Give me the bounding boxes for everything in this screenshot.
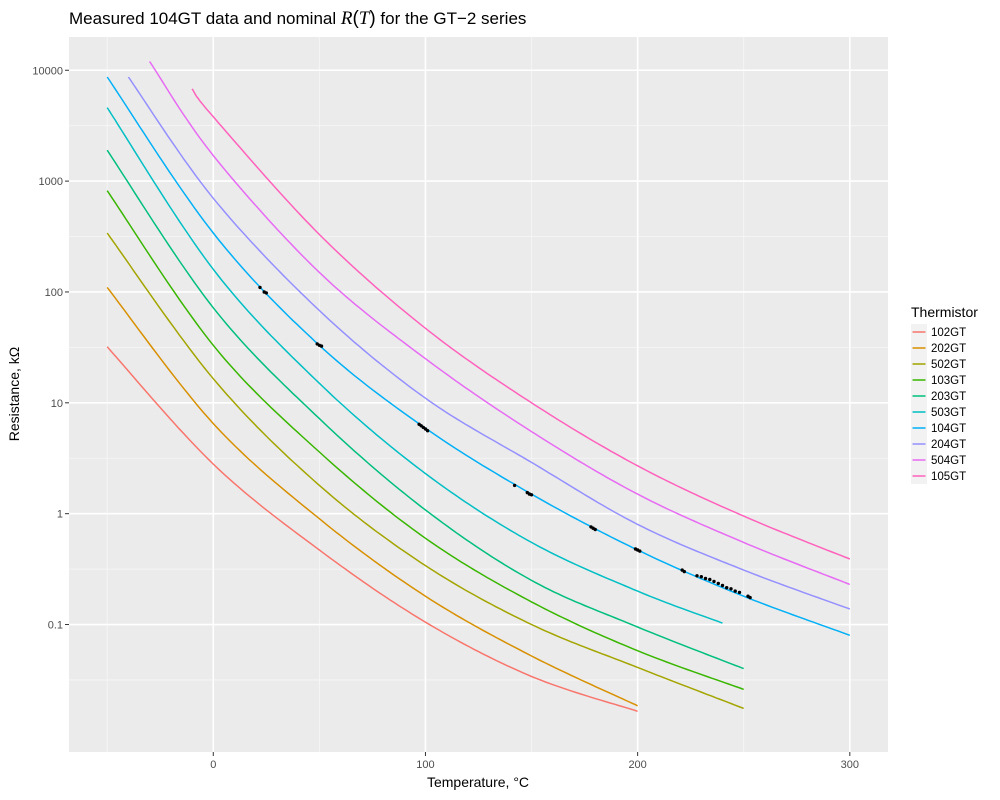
- measured-point: [703, 576, 708, 581]
- measured-point: [529, 493, 534, 497]
- title-close-paren: ): [369, 8, 375, 29]
- title-symbol-r: R: [340, 8, 353, 29]
- measured-point: [682, 569, 686, 574]
- legend-label-203GT: 203GT: [931, 391, 966, 403]
- measured-point: [264, 291, 268, 295]
- y-tick-label: 0.1: [48, 620, 63, 632]
- y-tick-label: 10: [51, 398, 63, 410]
- curves: [106, 61, 851, 713]
- legend-label-503GT: 503GT: [931, 407, 966, 419]
- measured-point: [725, 586, 729, 590]
- series-line-502GT: [106, 232, 744, 710]
- measured-point: [729, 587, 733, 591]
- x-axis: 0 100 200 300: [210, 752, 859, 771]
- y-tick-label: 1000: [39, 176, 63, 188]
- chart-title: Measured 104GT data and nominal R(T) for…: [69, 8, 526, 29]
- measured-point: [258, 285, 262, 290]
- title-open-paren: (: [352, 8, 359, 29]
- series-line-203GT: [106, 149, 744, 670]
- series-line-504GT: [148, 61, 851, 586]
- y-axis: 0.1 1 10 100 1000 10000: [32, 65, 69, 632]
- legend-label-504GT: 504GT: [931, 455, 966, 467]
- measured-point: [319, 344, 324, 348]
- legend-label-105GT: 105GT: [931, 471, 966, 483]
- y-tick-label: 1: [57, 509, 63, 521]
- series-line-103GT: [106, 190, 744, 691]
- measured-point: [512, 483, 517, 488]
- series-line-102GT: [106, 346, 638, 713]
- plot-panel: [69, 37, 888, 752]
- series-line-105GT: [191, 88, 851, 560]
- measured-point: [695, 574, 699, 578]
- title-suffix: for the GT−2 series: [376, 9, 527, 28]
- measured-point: [593, 527, 597, 532]
- legend-title: Thermistor: [911, 304, 978, 320]
- legend-label-202GT: 202GT: [931, 343, 966, 355]
- measured-point: [748, 595, 752, 600]
- y-tick-label: 100: [45, 287, 63, 299]
- measured-point: [425, 429, 430, 433]
- measured-point: [737, 590, 742, 595]
- y-axis-title: Resistance, kΩ: [6, 347, 22, 442]
- legend-label-104GT: 104GT: [931, 423, 966, 435]
- measured-point: [733, 589, 737, 593]
- measured-point: [712, 579, 716, 584]
- x-tick-label: 300: [841, 759, 859, 771]
- series-line-202GT: [106, 286, 638, 707]
- measured-point: [716, 581, 720, 586]
- legend-label-502GT: 502GT: [931, 359, 966, 371]
- legend-label-102GT: 102GT: [931, 327, 966, 339]
- legend-label-204GT: 204GT: [931, 439, 966, 451]
- measured-point: [720, 583, 725, 588]
- legend-label-103GT: 103GT: [931, 375, 966, 387]
- x-tick-label: 200: [628, 759, 646, 771]
- series-line-503GT: [106, 107, 723, 624]
- measured-point: [699, 575, 703, 579]
- measured-points: [258, 285, 752, 600]
- series-line-204GT: [127, 76, 851, 610]
- title-prefix: Measured 104GT data and nominal: [69, 9, 341, 28]
- legend: Thermistor 102GT 202GT 502GT 103GT 203GT 503G…: [911, 304, 978, 484]
- measured-point: [708, 577, 712, 582]
- measured-point: [638, 549, 642, 553]
- x-axis-title: Temperature, °C: [427, 774, 529, 790]
- y-tick-label: 10000: [32, 65, 63, 77]
- x-tick-label: 0: [210, 759, 216, 771]
- x-tick-label: 100: [416, 759, 434, 771]
- title-symbol-t: T: [359, 8, 371, 29]
